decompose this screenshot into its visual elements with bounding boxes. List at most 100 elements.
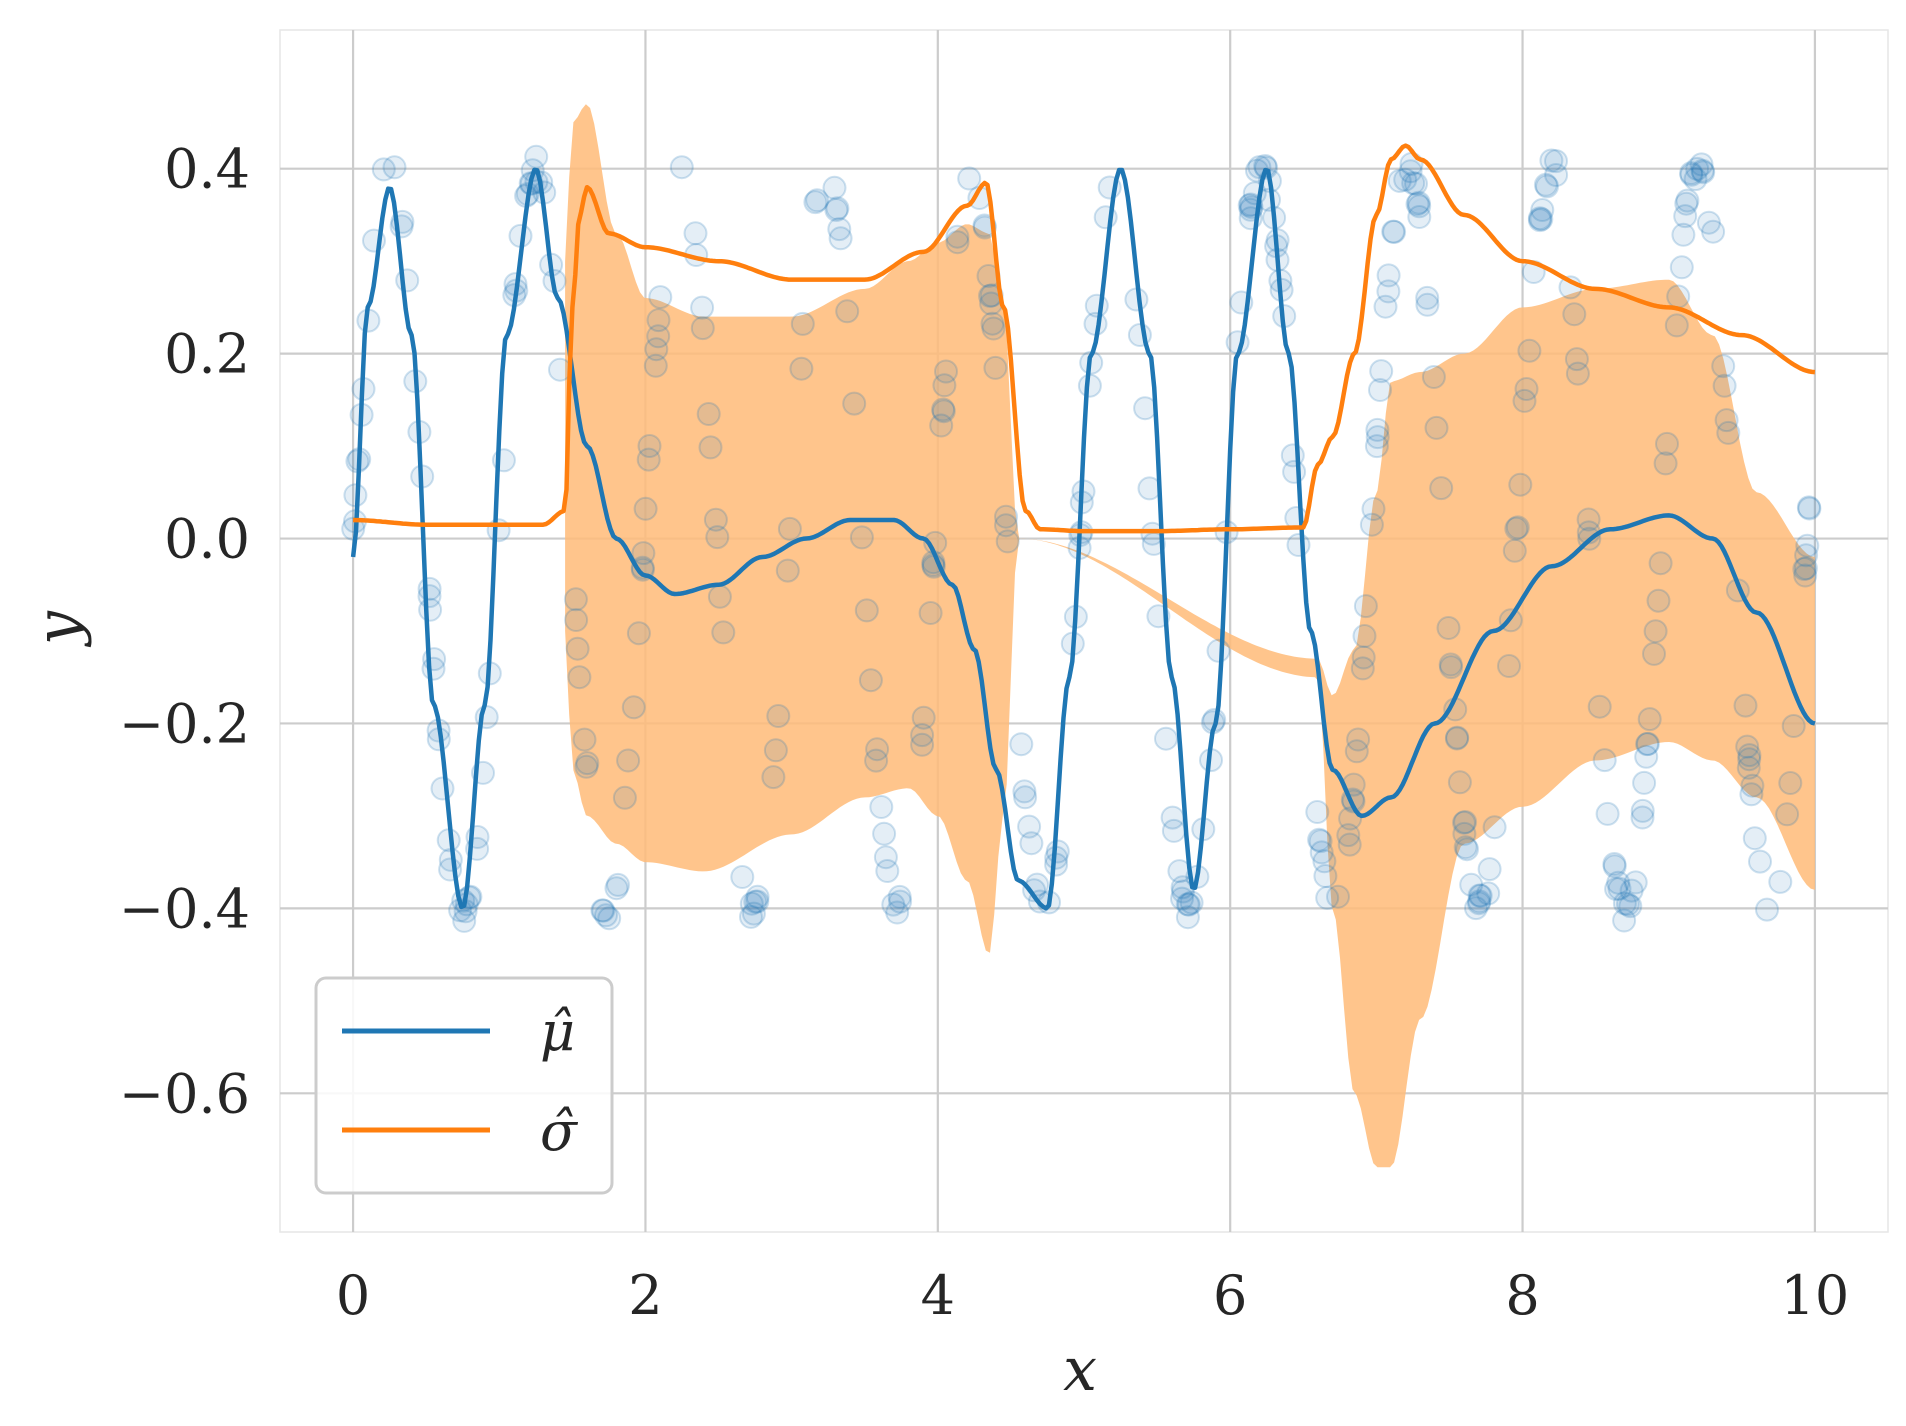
scatter-point <box>1737 747 1762 772</box>
scatter-point <box>1497 654 1521 678</box>
scatter-point <box>1781 714 1806 738</box>
scatter-point <box>382 155 407 180</box>
scatter-point <box>766 704 791 728</box>
scatter-point <box>1361 497 1386 521</box>
scatter-point <box>690 295 715 320</box>
scatter-point <box>1539 148 1564 173</box>
scatter-point <box>1576 507 1601 532</box>
scatter-point <box>1653 451 1678 476</box>
scatter-point <box>1562 302 1587 327</box>
scatter-point <box>1313 864 1338 888</box>
scatter-point <box>1565 361 1590 386</box>
scatter-point <box>1666 284 1691 309</box>
x-tick-label-0: 0 <box>336 1264 370 1327</box>
scatter-point <box>683 221 708 246</box>
scatter-point <box>873 845 898 870</box>
scatter-point <box>1618 894 1643 919</box>
scatter-point <box>854 598 879 623</box>
scatter-point <box>1529 207 1554 232</box>
scatter-point <box>885 900 910 925</box>
scatter-point <box>945 230 970 255</box>
scatter-point <box>1373 294 1398 319</box>
scatter-point <box>1533 172 1558 197</box>
scatter-point <box>932 373 957 398</box>
scatter-point <box>1452 821 1477 846</box>
scatter-point <box>1535 174 1559 199</box>
scatter-point <box>1502 538 1527 563</box>
scatter-point <box>1376 263 1401 288</box>
scatter-point <box>1778 771 1803 795</box>
scatter-point <box>1404 171 1428 196</box>
scatter-point <box>637 434 662 458</box>
scatter-point <box>1796 495 1821 520</box>
scatter-point <box>1792 557 1817 581</box>
scatter-point <box>1326 884 1350 909</box>
scatter-point <box>630 555 655 580</box>
scatter-point <box>1467 889 1492 914</box>
scatter-point <box>842 391 867 416</box>
x-tick-label-5: 10 <box>1781 1264 1850 1327</box>
scatter-point <box>604 876 629 901</box>
scatter-point <box>1775 802 1800 827</box>
scatter-point <box>1679 162 1704 187</box>
legend-label-sigma: σ̂ <box>540 1100 579 1163</box>
scatter-point <box>888 889 913 914</box>
scatter-point <box>981 316 1006 341</box>
scatter-point <box>1387 168 1412 193</box>
scatter-point <box>1336 823 1361 848</box>
scatter-point <box>1452 810 1476 835</box>
scatter-point <box>1696 210 1721 235</box>
y-tick-label-4: 0.2 <box>164 323 250 386</box>
scatter-point <box>790 311 815 336</box>
scatter-point <box>636 447 661 472</box>
scatter-point <box>1674 191 1699 216</box>
scatter-point <box>995 529 1020 554</box>
scatter-point <box>1476 881 1501 906</box>
scatter-point <box>1415 292 1440 317</box>
scatter-point <box>1365 425 1390 450</box>
y-axis-label: y <box>23 610 93 648</box>
scatter-point <box>1655 431 1679 456</box>
scatter-point <box>1679 161 1704 186</box>
scatter-point <box>1022 878 1047 903</box>
scatter-point <box>1643 619 1668 644</box>
scatter-point <box>371 157 396 182</box>
scatter-point <box>739 891 764 916</box>
x-tick-label-1: 2 <box>628 1264 662 1327</box>
scatter-point <box>789 356 814 381</box>
y-tick-label-2: −0.2 <box>119 692 250 755</box>
scatter-point <box>1737 743 1762 768</box>
scatter-point <box>1315 885 1340 910</box>
sigma-band-layer <box>565 104 1815 1168</box>
scatter-point <box>631 541 656 566</box>
scatter-point <box>1505 515 1530 540</box>
scatter-point <box>1612 908 1637 933</box>
scatter-point <box>1346 727 1371 752</box>
scatter-point <box>1352 624 1377 648</box>
scatter-point <box>1017 814 1042 839</box>
scatter-point <box>1482 815 1507 840</box>
scatter-point <box>1382 219 1407 244</box>
scatter-point <box>626 621 651 646</box>
scatter-point <box>633 496 658 521</box>
scatter-point <box>1421 365 1446 389</box>
y-tick-label-5: 0.4 <box>164 138 250 201</box>
scatter-point <box>1381 219 1406 244</box>
scatter-point <box>1453 810 1478 834</box>
scatter-point <box>1646 588 1671 613</box>
scatter-point <box>1344 739 1369 764</box>
scatter-point <box>1793 556 1818 581</box>
series-line-sigma <box>353 143 1816 534</box>
scatter-point <box>825 196 850 221</box>
scatter-point <box>1407 205 1432 229</box>
scatter-point <box>1376 279 1401 304</box>
scatter-point <box>1161 818 1186 843</box>
scatter-point <box>1606 870 1631 895</box>
scatter-point <box>1691 160 1716 185</box>
scatter-point <box>1459 872 1484 897</box>
scatter-point <box>1517 338 1542 363</box>
scatter-point <box>957 166 982 191</box>
y-tick-label-0: −0.6 <box>119 1062 250 1125</box>
scatter-point <box>1175 905 1200 930</box>
scatter-point <box>1794 543 1819 568</box>
